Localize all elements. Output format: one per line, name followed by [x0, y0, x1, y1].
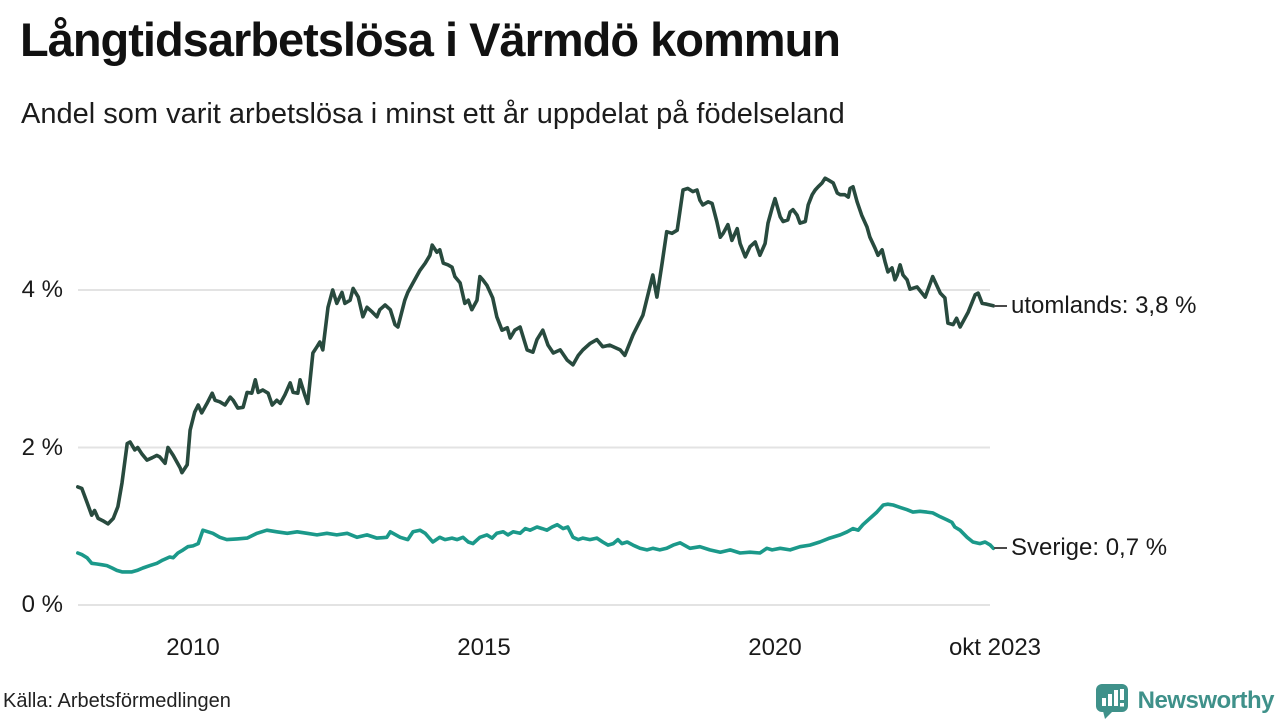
brand-name: Newsworthy [1137, 687, 1275, 714]
label-leader-dash [994, 547, 1007, 550]
source-note: Källa: Arbetsförmedlingen [3, 690, 231, 712]
newsworthy-logo: Newsworthy [1095, 683, 1275, 719]
series-line-Sverige [76, 502, 996, 574]
end-label-text: Sverige: 0,7 % [1011, 534, 1168, 562]
series-line-utomlands [76, 176, 996, 526]
label-leader-dash [994, 304, 1007, 307]
x-tick-label: 2010 [166, 634, 220, 661]
x-tick-label: 2020 [748, 634, 802, 661]
page-title: Långtidsarbetslösa i Värmdö kommun [20, 13, 841, 66]
end-label-utomlands: utomlands: 3,8 % [994, 291, 1196, 321]
speech-bubble-bar-chart-icon [1095, 684, 1128, 719]
x-tick-label: 2015 [457, 634, 511, 661]
end-label-text: utomlands: 3,8 % [1011, 291, 1197, 319]
y-tick-label: 2 % [21, 433, 63, 461]
page-subtitle: Andel som varit arbetslösa i minst ett å… [21, 98, 845, 130]
y-tick-label: 4 % [21, 276, 63, 303]
y-tick-label: 0 % [21, 591, 63, 618]
x-tick-label: okt 2023 [948, 634, 1042, 661]
end-label-Sverige: Sverige: 0,7 % [994, 533, 1167, 563]
